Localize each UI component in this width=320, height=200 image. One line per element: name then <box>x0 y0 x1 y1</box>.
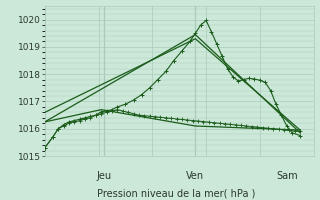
Text: Jeu: Jeu <box>96 171 111 181</box>
Text: Ven: Ven <box>186 171 204 181</box>
Text: Pression niveau de la mer( hPa ): Pression niveau de la mer( hPa ) <box>97 188 255 198</box>
Text: Sam: Sam <box>276 171 298 181</box>
